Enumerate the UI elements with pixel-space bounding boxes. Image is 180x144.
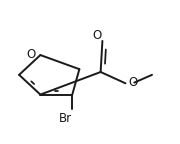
Text: O: O	[26, 48, 35, 61]
Text: O: O	[93, 29, 102, 42]
Text: O: O	[128, 76, 137, 89]
Text: Br: Br	[59, 112, 72, 125]
